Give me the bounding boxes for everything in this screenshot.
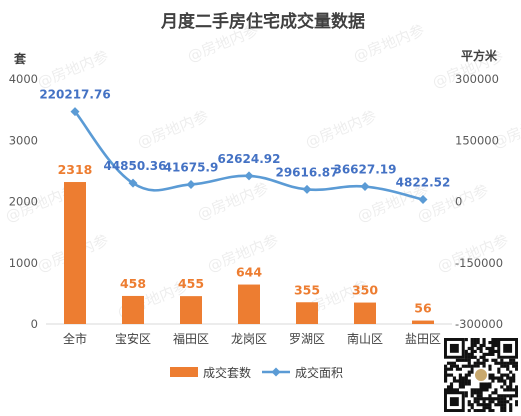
legend-bar-swatch [170, 367, 198, 377]
category-label: 龙岗区 [231, 332, 267, 346]
bar [296, 302, 318, 324]
bar [180, 296, 202, 324]
line-point [302, 184, 312, 194]
right-tick-label: -300000 [455, 317, 503, 331]
left-tick-label: 0 [31, 317, 38, 331]
category-label: 宝安区 [115, 331, 151, 346]
line-value-label: 44850.36 [103, 159, 166, 173]
legend-line-marker [271, 367, 281, 377]
category-label: 盐田区 [405, 332, 441, 346]
right-axis-unit: 平方米 [461, 48, 498, 63]
bar-value-label: 355 [294, 282, 320, 297]
bar [412, 320, 434, 324]
line-point [418, 195, 428, 205]
right-tick-label: 300000 [455, 72, 499, 86]
line-point [244, 171, 254, 181]
category-label: 福田区 [173, 331, 209, 346]
line-value-label: 4822.52 [396, 176, 451, 190]
bar-value-label: 56 [414, 301, 432, 316]
axes: 0 1000 2000 3000 4000 -300000 -150000 0 150000 30… [9, 72, 503, 346]
bar-value-label: 644 [236, 265, 262, 280]
watermark-text: @房地内参 [195, 179, 271, 224]
bar [64, 182, 86, 324]
line-value-label: 41675.9 [164, 160, 219, 174]
bar-value-label: 350 [352, 283, 378, 298]
bar-value-label: 2318 [58, 162, 93, 177]
line-value-label: 36627.19 [333, 163, 396, 177]
category-label: 罗湖区 [289, 331, 325, 346]
left-tick-label: 4000 [9, 72, 38, 86]
line-point [360, 182, 370, 192]
category-label: 南山区 [347, 331, 383, 346]
right-tick-label: 150000 [455, 133, 499, 147]
watermark-text: @房地内参 [135, 107, 211, 152]
line-point [128, 178, 138, 188]
line-point [70, 107, 80, 117]
bar-value-label: 455 [178, 276, 204, 291]
data-labels: 2318 458 455 644 355 350 56 220217.76 44850.3641… [39, 88, 450, 316]
left-tick-label: 3000 [9, 133, 38, 147]
line-point [186, 179, 196, 189]
left-axis-unit: 套 [13, 51, 27, 66]
bar [354, 302, 376, 324]
qr-code-image [444, 338, 518, 412]
legend-bar-label: 成交套数 [203, 365, 251, 380]
line-value-label: 62624.92 [217, 152, 280, 166]
left-tick-label: 2000 [9, 195, 38, 209]
bar-value-label: 458 [120, 276, 146, 291]
legend-line-label: 成交面积 [295, 365, 343, 380]
right-tick-label: 0 [455, 195, 462, 209]
chart-title: 月度二手房住宅成交量数据 [160, 11, 365, 32]
right-tick-label: -150000 [455, 256, 503, 270]
bar [238, 284, 260, 324]
bar-series [64, 182, 434, 324]
category-label: 全市 [63, 331, 87, 346]
line-value-label: 29616.87 [275, 165, 338, 179]
watermark-text: @房地内参 [303, 107, 379, 152]
bar [122, 295, 144, 324]
line-series [70, 107, 428, 205]
legend: 成交套数 成交面积 [170, 365, 343, 380]
left-tick-label: 1000 [9, 256, 38, 270]
line-value-label: 220217.76 [39, 88, 110, 102]
watermark-text: @房地内参 [35, 47, 111, 92]
